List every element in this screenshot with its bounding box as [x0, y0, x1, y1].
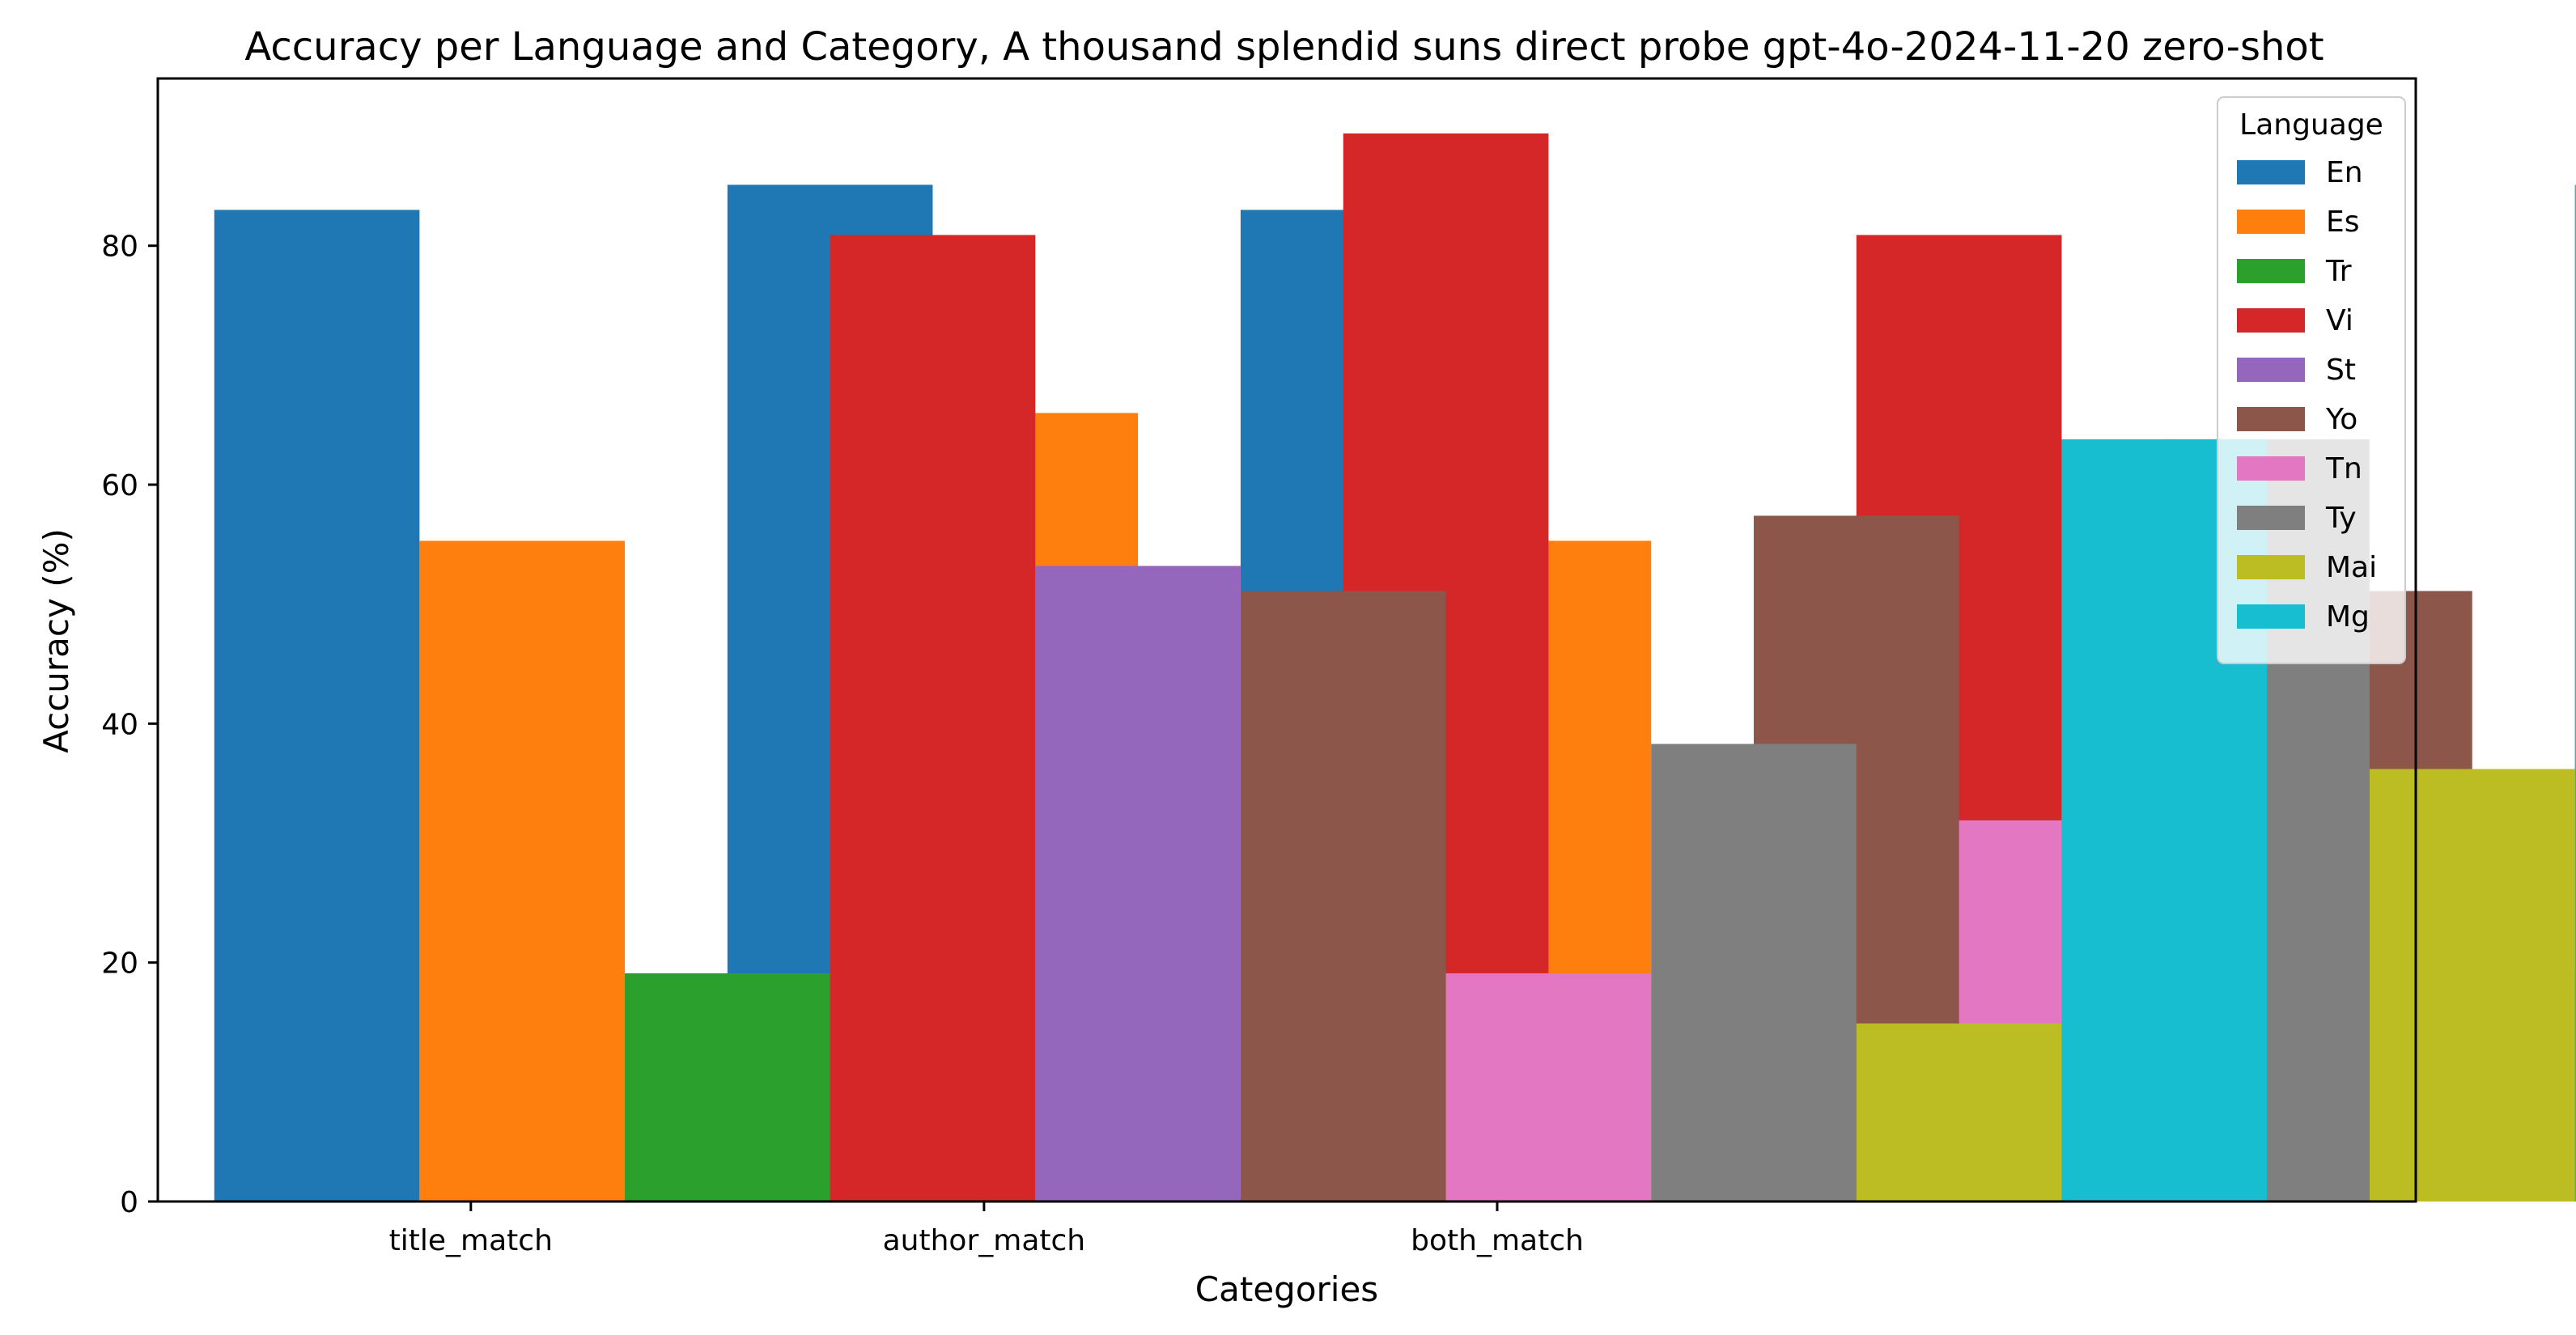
- x-tick-label: title_match: [389, 1224, 553, 1257]
- x-tick-label: both_match: [1411, 1224, 1584, 1257]
- legend-label-es: Es: [2326, 206, 2360, 239]
- legend-label-yo: Yo: [2325, 403, 2357, 436]
- y-tick-label: 40: [101, 708, 138, 741]
- legend-label-vi: Vi: [2326, 304, 2353, 337]
- bar-yo-title_match: [1240, 591, 1446, 1202]
- legend-swatch-tn: [2237, 456, 2305, 481]
- bar-en-title_match: [214, 210, 420, 1202]
- bars-layer: [214, 133, 2576, 1202]
- bar-tr-title_match: [625, 973, 830, 1202]
- legend-swatch-es: [2237, 210, 2305, 234]
- bar-mg-author_match: [2574, 184, 2576, 1202]
- legend-label-st: St: [2326, 354, 2356, 387]
- x-tick-label: author_match: [883, 1224, 1086, 1257]
- legend: Language En Es Tr Vi St Yo Tn Ty Mai Mg: [2217, 96, 2406, 664]
- legend-label-tr: Tr: [2325, 255, 2352, 288]
- y-tick-label: 80: [101, 231, 138, 264]
- y-axis-label: Accuracy (%): [36, 528, 76, 753]
- y-tick-label: 0: [120, 1186, 138, 1219]
- bar-st-title_match: [1035, 566, 1241, 1202]
- legend-swatch-mai: [2237, 555, 2305, 579]
- x-axis: title_match author_match both_match: [389, 1202, 1584, 1257]
- plot-frame: [156, 77, 2417, 1203]
- bar-vi-title_match: [830, 235, 1036, 1202]
- legend-swatch-ty: [2237, 506, 2305, 530]
- legend-label-ty: Ty: [2325, 502, 2357, 535]
- bar-mai-title_match: [1856, 1023, 2062, 1202]
- chart-title: Accuracy per Language and Category, A th…: [244, 24, 2323, 70]
- bar-mai-author_match: [2369, 769, 2575, 1202]
- y-tick-label: 60: [101, 469, 138, 502]
- legend-label-tn: Tn: [2325, 452, 2362, 485]
- x-axis-label: Categories: [1195, 1269, 1378, 1309]
- bar-es-title_match: [419, 540, 626, 1202]
- legend-swatch-yo: [2237, 407, 2305, 431]
- bar-tn-title_match: [1445, 973, 1652, 1202]
- legend-swatch-st: [2237, 358, 2305, 382]
- legend-swatch-tr: [2237, 259, 2305, 283]
- legend-swatch-mg: [2237, 604, 2305, 629]
- legend-label-en: En: [2326, 156, 2363, 189]
- legend-swatch-en: [2237, 160, 2305, 184]
- legend-label-mg: Mg: [2326, 600, 2370, 634]
- legend-label-mai: Mai: [2326, 551, 2377, 584]
- bar-ty-title_match: [1651, 744, 1857, 1202]
- legend-swatch-vi: [2237, 308, 2305, 333]
- legend-title: Language: [2239, 108, 2383, 142]
- y-axis: 0 20 40 60 80: [101, 231, 158, 1219]
- y-tick-label: 20: [101, 947, 138, 981]
